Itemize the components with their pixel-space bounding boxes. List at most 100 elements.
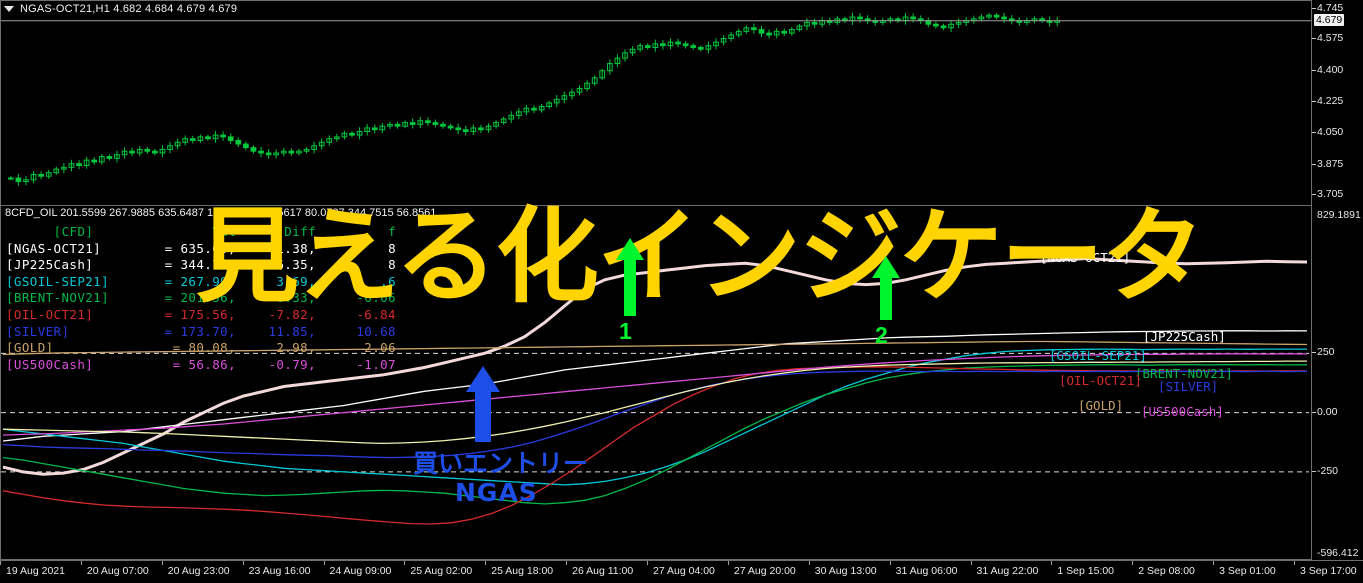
candle-body (288, 150, 295, 154)
candle-body (212, 134, 219, 140)
candle-body (341, 132, 348, 138)
candle-body (955, 21, 962, 25)
arrow-shaft (624, 254, 636, 316)
candle-body (508, 114, 515, 120)
indicator-header-label: 8CFD_OIL 201.5599 267.9885 635.6487 173.… (5, 207, 437, 219)
candle-body (235, 139, 242, 145)
candle-body (83, 159, 90, 166)
price-chart-pane[interactable] (0, 0, 1363, 206)
candle-body (667, 41, 674, 47)
candle-body (38, 173, 44, 177)
indicator-tick: -250 (1311, 464, 1339, 477)
candle-body (781, 30, 788, 34)
indicator-line (2, 340, 1308, 356)
candle-body (978, 16, 985, 20)
candle-body (432, 122, 439, 125)
candle-body (993, 14, 1000, 18)
candle-body (98, 156, 105, 163)
candle-body (591, 77, 598, 84)
price-scale[interactable]: 4.745 4.575 4.400 4.225 4.050 3.875 3.705 4.679 (1311, 0, 1363, 206)
candle-body (326, 138, 333, 143)
candle-body (129, 150, 135, 154)
time-label: 25 Aug 18:00 (485, 561, 554, 577)
caret-down-icon[interactable] (4, 6, 14, 12)
time-label: 3 Sep 17:00 (1294, 561, 1357, 577)
candle-body (114, 154, 120, 159)
candle-body (167, 145, 173, 150)
candle-body (121, 150, 128, 156)
candle-body (500, 118, 507, 124)
indicator-tick: 829.1891 (1317, 209, 1361, 221)
time-axis[interactable]: 19 Aug 2021 20 Aug 07:00 20 Aug 23:00 23 Au… (0, 560, 1363, 583)
candle-body (402, 122, 408, 127)
indicator-line (2, 364, 1308, 505)
table-row: [OIL-OCT21] = 175.56, -7.82, -6.84 (6, 306, 396, 322)
candle-body (705, 45, 712, 50)
candle-body (61, 166, 67, 170)
series-label: [GSOIL-SEP21] (1049, 348, 1147, 363)
time-label: 31 Aug 22:00 (970, 561, 1039, 577)
candle-body (720, 38, 727, 43)
candle-body (569, 91, 575, 97)
candle-body (986, 14, 992, 18)
series-label: [BRENT-NOV21] (1135, 366, 1233, 381)
candle-body (660, 43, 666, 47)
candle-body (455, 127, 462, 131)
candle-body (948, 23, 954, 29)
candle-body (364, 127, 371, 133)
table-row: [NGAS-OCT21] = 635.65, 1.38, 8 (6, 240, 396, 256)
candle-body (478, 127, 484, 131)
candle-body (250, 147, 257, 152)
series-label: [SILVER] (1158, 379, 1219, 394)
current-price-badge: 4.679 (1314, 13, 1345, 26)
table-row: [SILVER] = 173.70, 11.85, 10.68 (6, 323, 396, 339)
table-row: [GOLD] = 80.08, 2.98, 2.06 (6, 340, 396, 356)
candle-body (53, 168, 60, 174)
series-label: [JP225Cash] (1143, 329, 1226, 344)
candle-body (15, 177, 22, 183)
candle-body (606, 63, 613, 72)
table-row: [US500Cash] = 56.86, -0.79, -1.07 (6, 356, 396, 372)
candle-body (811, 21, 818, 25)
candle-body (76, 163, 82, 166)
table-row: [JP225Cash] = 344.75, 6.35, 8 (6, 257, 396, 273)
candle-body (265, 152, 272, 156)
time-label: 31 Aug 06:00 (889, 561, 958, 577)
time-label: 19 Aug 2021 (0, 561, 65, 577)
indicator-line (2, 330, 1308, 442)
candle-body (106, 156, 113, 159)
indicator-line (2, 360, 1307, 445)
price-tick: 4.400 (1311, 63, 1344, 76)
indicator-scale[interactable]: 829.1891 250 0.00 -250 -596.412 (1311, 205, 1363, 560)
arrow-head (872, 256, 900, 278)
candle-body (303, 148, 310, 152)
time-label: 25 Aug 02:00 (404, 561, 473, 577)
candle-body (182, 138, 189, 143)
time-label: 24 Aug 09:00 (323, 561, 392, 577)
indicator-line (2, 256, 1308, 476)
symbol-period-label: NGAS-OCT21,H1 4.682 4.684 4.679 4.679 (20, 3, 238, 15)
indicator-pane[interactable] (0, 205, 1363, 560)
candle-body (773, 30, 780, 36)
candle-body (273, 152, 280, 156)
chart-titlebar[interactable]: NGAS-OCT21,H1 4.682 4.684 4.679 4.679 (4, 2, 237, 16)
candle-body (144, 148, 151, 152)
table-row: [GSOIL-SEP21] = 267.99, 3.69, .6 (6, 273, 396, 289)
candle-body (409, 122, 416, 125)
candle-body (735, 30, 742, 36)
candle-body (743, 27, 750, 32)
candle-body (857, 16, 863, 20)
candle-body (561, 95, 568, 100)
time-label: 27 Aug 20:00 (727, 561, 796, 577)
candle-body (318, 141, 325, 147)
price-tick: 4.050 (1311, 126, 1344, 139)
candle-body (523, 107, 530, 113)
candle-body (220, 134, 226, 138)
candle-body (371, 127, 378, 131)
indicator-line (2, 353, 1308, 436)
candle-body (197, 136, 204, 141)
candle-body (629, 48, 636, 54)
candle-body (440, 123, 446, 127)
candle-body (546, 102, 553, 107)
candle-body (515, 111, 522, 116)
